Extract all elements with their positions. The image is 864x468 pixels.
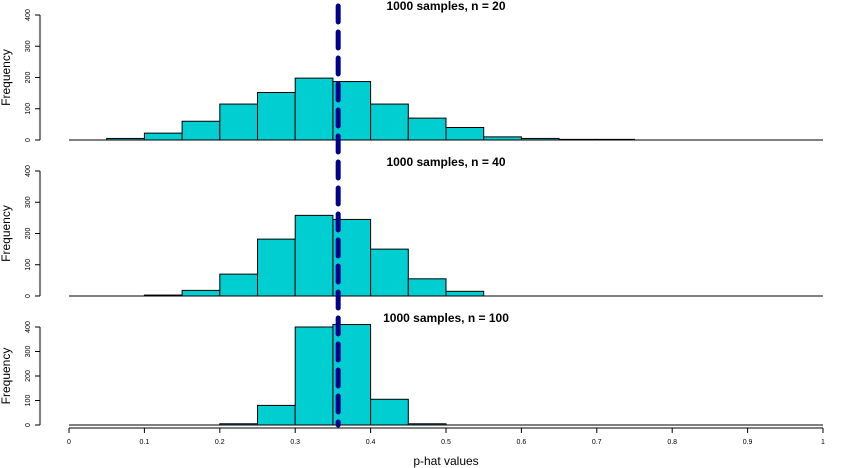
panel-1-title: 1000 samples, n = 20: [386, 0, 505, 13]
panel-2-bar: [445, 290, 485, 297]
panel-2-bar: [181, 289, 221, 297]
panel-1-bar: [520, 137, 560, 141]
panel-1-bar: [294, 77, 334, 141]
x-axis-label: p-hat values: [413, 454, 478, 468]
panel-1-bar: [445, 127, 485, 141]
panel-1-ytick-label: 100: [25, 103, 32, 115]
panel-2-bar: [407, 278, 447, 297]
panel-2-ytick-label: 200: [25, 228, 32, 240]
panel-2-ytick-label: 300: [25, 196, 32, 208]
xtick-label: 0.2: [215, 439, 225, 446]
xtick-label: 0.7: [592, 439, 602, 446]
panel-3-ytick-label: 0: [25, 423, 32, 427]
panel-3-bar: [257, 404, 296, 426]
panel-1-ytick-label: 300: [25, 40, 32, 52]
panel-1-bar: [558, 138, 598, 141]
panel-1-bar: [483, 136, 522, 141]
panel-1-ytick-label: 200: [25, 72, 32, 84]
xtick-label: 0.3: [290, 439, 300, 446]
panel-3-y-label: Frequency: [0, 348, 13, 405]
panel-1-bar: [257, 92, 296, 141]
panel-1-bar: [407, 117, 447, 141]
panel-3-bar: [294, 326, 334, 426]
panel-3-ytick-label: 400: [25, 321, 32, 333]
panel-2-bar: [370, 248, 409, 297]
panel-3-ytick-label: 100: [25, 395, 32, 407]
panel-1-y-label: Frequency: [0, 49, 13, 106]
panel-1-ytick-label: 0: [25, 138, 32, 142]
panel-1-bar: [106, 137, 145, 141]
panel-2-bar: [219, 273, 259, 297]
panel-1-bar: [332, 81, 372, 141]
xtick-label: 1: [821, 439, 825, 446]
xtick-label: 0: [67, 439, 71, 446]
xtick-label: 0.6: [517, 439, 527, 446]
xtick-label: 0.9: [743, 439, 753, 446]
panel-3-ytick-label: 300: [25, 346, 32, 358]
xtick-label: 0.4: [366, 439, 376, 446]
panel-1-bar: [370, 103, 409, 141]
panel-3-bar: [407, 423, 447, 426]
panel-1-bar: [219, 103, 259, 141]
panel-3-bar: [219, 423, 259, 426]
panel-1-bar: [596, 138, 635, 141]
xtick-label: 0.1: [140, 439, 150, 446]
panel-2-y-label: Frequency: [0, 205, 13, 262]
panel-2-ytick-label: 400: [25, 165, 32, 177]
xtick-label: 0.8: [667, 439, 677, 446]
panel-2-ytick-label: 0: [25, 294, 32, 298]
panel-1-bar: [181, 120, 221, 141]
panel-2-bar: [143, 294, 183, 297]
panel-2-bar: [257, 238, 296, 297]
panel-2-title: 1000 samples, n = 40: [386, 155, 505, 169]
xtick-label: 0.5: [441, 439, 451, 446]
panel-1-ytick-label: 400: [25, 9, 32, 21]
panel-3-bar: [370, 398, 409, 426]
panel-2-bar: [294, 214, 334, 297]
panel-3-ytick-label: 200: [25, 370, 32, 382]
panel-3-title: 1000 samples, n = 100: [383, 311, 509, 325]
panel-2-ytick-label: 100: [25, 259, 32, 271]
panel-1-bar: [143, 132, 183, 141]
